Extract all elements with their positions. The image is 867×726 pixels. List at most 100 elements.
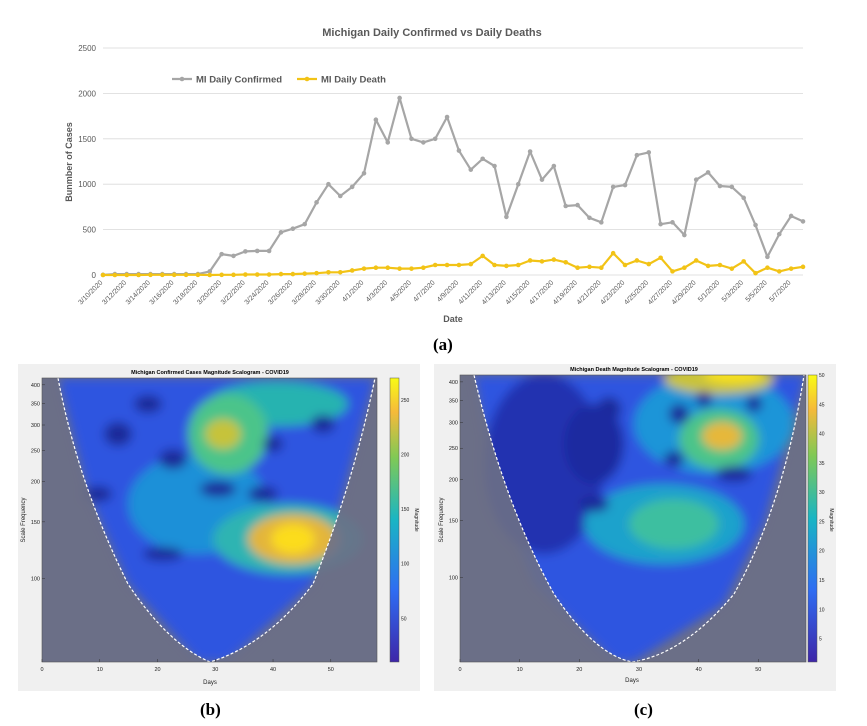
data-point — [231, 272, 236, 278]
x-tick-label: 3/10/2020 — [77, 279, 104, 306]
y-tick-label: 250 — [449, 446, 458, 452]
data-point — [610, 250, 616, 256]
data-point — [587, 215, 592, 221]
data-point — [622, 182, 628, 188]
data-point — [741, 259, 746, 264]
x-tick-label: 40 — [270, 667, 276, 673]
data-point — [444, 262, 450, 268]
data-point — [219, 251, 224, 257]
data-point — [421, 265, 426, 271]
x-tick-label: 20 — [576, 667, 582, 673]
x-tick-label: 3/30/2020 — [315, 279, 342, 306]
data-point — [646, 261, 652, 267]
data-point — [539, 177, 545, 182]
x-tick-label: 3/18/2020 — [172, 279, 199, 306]
colorbar — [389, 377, 400, 663]
data-point — [527, 258, 533, 263]
x-tick-label: 3/20/2020 — [196, 279, 223, 306]
colorbar-tick-label: 15 — [819, 578, 825, 584]
data-point — [266, 248, 272, 254]
data-point — [231, 253, 236, 259]
data-point — [326, 181, 331, 187]
data-point — [183, 272, 189, 278]
y-tick-label: 100 — [449, 576, 458, 582]
colorbar-tick-label: 40 — [819, 432, 825, 438]
x-tick-label: 3/22/2020 — [220, 279, 247, 306]
data-point — [456, 262, 462, 268]
colorbar-tick-label: 250 — [401, 398, 410, 404]
data-point — [563, 203, 569, 209]
data-point — [753, 222, 758, 228]
colorbar-ticks: 50 100 150 200 250 — [401, 398, 410, 622]
x-tick-label: 4/19/2020 — [552, 279, 579, 306]
x-tick-label: 3/14/2020 — [125, 279, 152, 306]
colorbar-tick-label: 50 — [819, 373, 825, 379]
data-point — [788, 266, 794, 271]
y-tick-label: 150 — [31, 520, 40, 526]
x-tick-label: 40 — [696, 667, 702, 673]
scalogram-title: Michigan Death Magnitude Scalogram - COV… — [570, 367, 698, 373]
colorbar-tick-label: 20 — [819, 549, 825, 555]
data-point — [563, 259, 569, 265]
colorbar-tick-label: 30 — [819, 490, 825, 496]
data-point — [112, 272, 118, 278]
legend-marker — [179, 76, 185, 82]
data-point — [397, 95, 402, 101]
scalogram-ylabel: Scale Frequency — [21, 497, 27, 542]
scalogram-x-ticks: 0 10 20 30 40 50 — [40, 659, 334, 673]
x-tick-label: 3/28/2020 — [291, 279, 318, 306]
colorbar-tick-label: 200 — [401, 452, 410, 458]
data-point — [527, 149, 533, 154]
data-point — [492, 163, 497, 169]
scalogram-confirmed: Michigan Confirmed Cases Magnitude Scalo… — [18, 364, 420, 691]
y-tick-label: 250 — [31, 448, 40, 454]
series-line — [102, 96, 804, 276]
x-tick-label: 50 — [328, 667, 334, 673]
x-tick-label: 4/23/2020 — [599, 279, 626, 306]
data-point — [290, 271, 296, 277]
x-tick-label: 4/15/2020 — [505, 279, 532, 306]
y-tick-label: 350 — [449, 399, 458, 405]
panel-label-a: (a) — [433, 335, 453, 354]
x-tick-label: 0 — [40, 667, 43, 673]
y-tick-label: 150 — [449, 518, 458, 524]
data-point — [207, 272, 213, 278]
data-point — [314, 270, 319, 276]
data-point — [480, 156, 485, 162]
data-point — [599, 265, 604, 271]
data-point — [243, 249, 248, 254]
data-point — [658, 255, 663, 261]
x-tick-label: 4/1/2020 — [341, 279, 365, 303]
x-tick-label: 4/9/2020 — [436, 279, 460, 303]
data-point — [800, 219, 806, 224]
data-point — [765, 265, 770, 271]
data-point — [373, 265, 379, 271]
data-point — [314, 200, 319, 205]
x-tick-label: 3/16/2020 — [149, 279, 176, 306]
colorbar-tick-label: 10 — [819, 607, 825, 613]
data-point — [729, 184, 735, 190]
data-point — [634, 258, 640, 263]
data-point — [788, 213, 794, 219]
data-point — [634, 152, 640, 158]
data-point — [575, 265, 580, 271]
panel-label-b: (b) — [200, 700, 221, 719]
data-point — [776, 269, 782, 274]
data-point — [515, 181, 521, 187]
x-tick-label: 4/7/2020 — [412, 279, 436, 303]
x-tick-label: 30 — [636, 667, 642, 673]
data-point — [741, 195, 746, 201]
data-point — [515, 262, 521, 268]
colorbar-tick-label: 35 — [819, 461, 825, 467]
y-tick-label: 2500 — [78, 44, 96, 53]
gridlines — [103, 47, 803, 276]
x-tick-label: 4/21/2020 — [576, 279, 603, 306]
data-point — [705, 170, 711, 175]
colorbar-tick-label: 5 — [819, 637, 822, 643]
colorbar-label: Magnitude — [413, 508, 419, 532]
panel-label-c: (c) — [634, 700, 653, 719]
data-point — [302, 221, 307, 227]
data-point — [670, 220, 675, 225]
chart-title: Michigan Daily Confirmed vs Daily Deaths — [322, 27, 541, 39]
y-tick-label: 0 — [92, 271, 97, 280]
